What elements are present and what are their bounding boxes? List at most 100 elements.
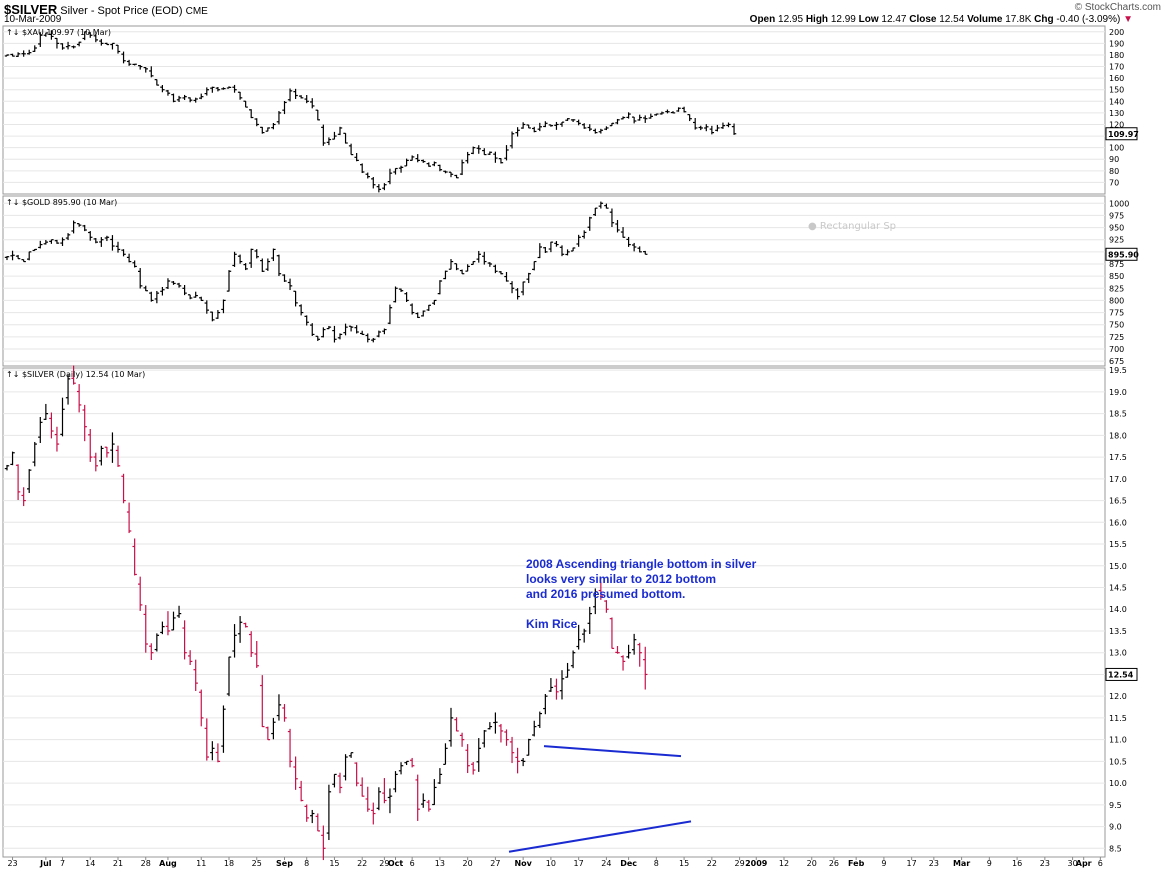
ohlc-bar [387, 168, 393, 185]
annotation-line-2: looks very similar to 2012 bottom [526, 572, 717, 586]
y-tick-label: 12.0 [1109, 692, 1127, 701]
ohlc-bar [526, 124, 531, 129]
x-tick-label: 23 [1040, 859, 1050, 868]
high-label: High [805, 14, 829, 25]
ohlc-bar [215, 86, 221, 92]
ohlc-bar [149, 66, 154, 78]
volume-value: 17.8K [1005, 14, 1032, 25]
ohlc-bar [604, 126, 609, 131]
x-tick-label: 13 [435, 859, 445, 868]
x-tick-label: 10 [546, 859, 556, 868]
ohlc-bar [504, 272, 509, 282]
ohlc-bar [32, 45, 37, 52]
ohlc-bar [254, 249, 259, 259]
ohlc-bar [515, 127, 520, 137]
ohlc-bar [76, 223, 82, 227]
ohlc-bar [465, 264, 470, 272]
ohlc-bar [520, 122, 526, 129]
ohlc-bar [587, 606, 592, 635]
x-tick-label: 23 [929, 859, 939, 868]
ohlc-bar [165, 89, 171, 96]
ohlc-bar [454, 717, 459, 732]
ohlc-bar [110, 432, 115, 463]
chg-label: Chg [1034, 14, 1054, 25]
ohlc-bar [409, 155, 415, 161]
ohlc-bar [171, 281, 176, 285]
annotation-author: Kim Rice [526, 617, 578, 631]
ohlc-bar [437, 768, 443, 785]
y-tick-label: 180 [1109, 51, 1124, 60]
ohlc-bar [670, 111, 676, 114]
ohlc-bar [154, 290, 160, 304]
chg-value: -0.40 (-3.09%) [1056, 14, 1121, 25]
x-tick-label: 20 [463, 859, 473, 868]
ohlc-bar [21, 487, 26, 507]
x-tick-label: 30 [1068, 859, 1078, 868]
ohlc-bar [171, 611, 176, 631]
ohlc-bar [482, 148, 487, 156]
y-tick-label: 16.5 [1109, 497, 1127, 506]
y-tick-label: 9.0 [1109, 823, 1122, 832]
ohlc-bar [315, 813, 320, 832]
ohlc-bar [526, 272, 531, 284]
ohlc-bar [643, 250, 648, 255]
ohlc-bar [82, 31, 87, 41]
ohlc-bar [637, 246, 642, 253]
ohlc-bar [354, 325, 359, 334]
chart-header-left: $SILVER Silver - Spot Price (EOD) CME [4, 2, 208, 17]
ohlc-bar [337, 772, 343, 794]
ohlc-bar [443, 170, 448, 174]
ohlc-bar [559, 670, 565, 700]
ohlc-bar [154, 79, 160, 86]
ohlc-bar [637, 114, 642, 121]
ohlc-bar [382, 328, 387, 335]
ohlc-bar [348, 752, 354, 758]
x-tick-label: 8 [654, 859, 659, 868]
ohlc-bar [27, 49, 32, 55]
ohlc-bar [520, 281, 526, 296]
ohlc-bar [21, 259, 26, 263]
ohlc-bar [4, 54, 10, 57]
y-tick-label: 10.5 [1109, 757, 1127, 766]
ohlc-bar [443, 270, 448, 280]
ohlc-bar [554, 121, 559, 130]
ohlc-bar [482, 251, 487, 265]
ohlc-bar [509, 736, 515, 764]
ohlc-bar [698, 125, 703, 131]
ohlc-bar [298, 780, 304, 802]
ohlc-bar [88, 32, 93, 38]
y-tick-label: 875 [1109, 260, 1124, 269]
last-price-box: 12.54 [1105, 667, 1138, 681]
ohlc-summary: Open 12.95 High 12.99 Low 12.47 Close 12… [750, 14, 1133, 25]
annotation-spacer [526, 602, 756, 617]
svg-text:109.97: 109.97 [1108, 130, 1139, 139]
ohlc-bar [360, 777, 365, 797]
ohlc-bar [271, 122, 276, 130]
ohlc-bar [598, 201, 604, 209]
ohlc-bar [609, 617, 615, 649]
ohlc-bar [54, 426, 60, 452]
x-tick-label: Oct [388, 859, 404, 868]
y-tick-label: 120 [1109, 120, 1124, 129]
ohlc-bar [609, 208, 615, 228]
ohlc-bar [626, 112, 631, 119]
y-tick-label: 14.0 [1109, 605, 1127, 614]
ohlc-bar [326, 137, 332, 146]
ohlc-bar [115, 445, 121, 467]
ohlc-bar [243, 263, 248, 271]
ohlc-bar [548, 678, 554, 692]
ohlc-bar [126, 253, 132, 263]
ohlc-bar [232, 251, 237, 267]
ohlc-bar [204, 87, 209, 96]
ohlc-bar [221, 705, 226, 753]
ohlc-bar [559, 245, 565, 257]
ohlc-bar [587, 124, 592, 132]
ohlc-bar [204, 718, 209, 761]
ohlc-bar [409, 303, 415, 315]
y-tick-label: 150 [1109, 86, 1124, 95]
ohlc-bar [298, 304, 304, 316]
ohlc-bar [138, 64, 143, 70]
ohlc-bar [293, 290, 298, 307]
ohlc-bar [282, 704, 287, 722]
x-tick-label: 11 [196, 859, 206, 868]
